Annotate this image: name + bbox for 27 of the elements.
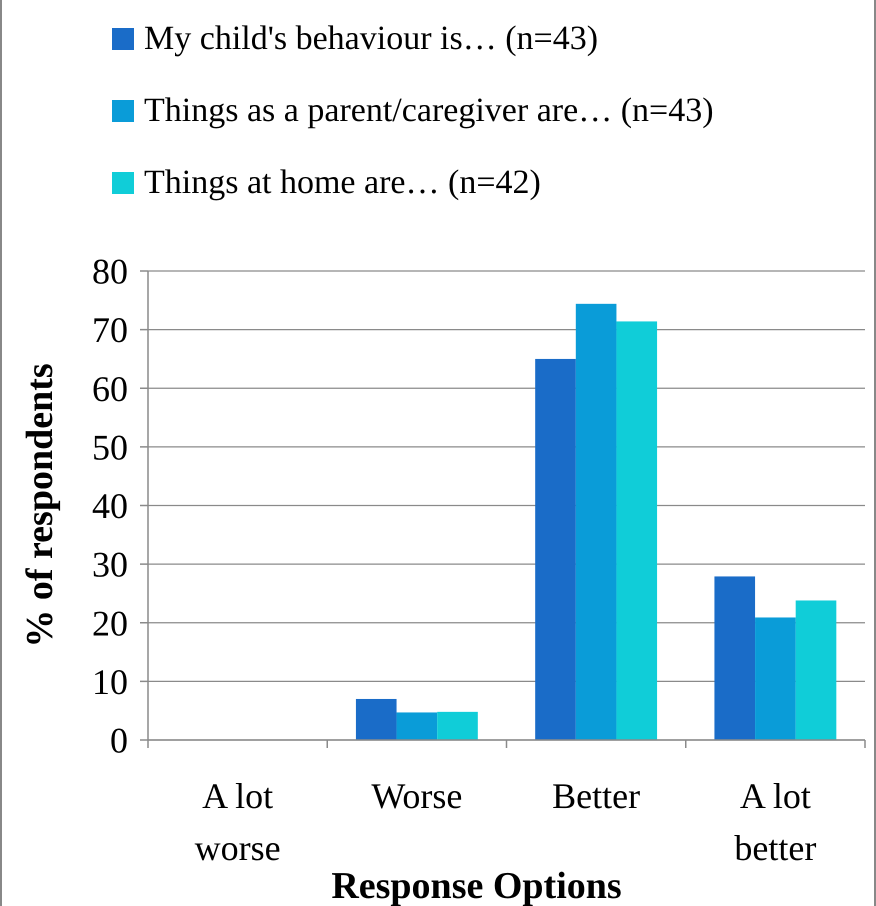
bar: [356, 698, 397, 740]
bar: [796, 600, 836, 740]
x-tick-label: A lot worse: [194, 776, 281, 868]
bar: [576, 304, 616, 740]
y-tick-label: 20: [92, 603, 128, 644]
y-tick-label: 0: [110, 720, 128, 761]
x-tick-label: A lot better: [734, 776, 816, 868]
legend-label: My child's behaviour is… (n=43): [144, 20, 598, 57]
bar: [437, 712, 478, 740]
x-tick-label: Worse: [371, 776, 462, 816]
bar: [755, 617, 796, 740]
bar: [616, 321, 658, 740]
x-tick-label: Better: [552, 776, 640, 816]
y-tick-label: 30: [92, 544, 128, 585]
y-tick-label: 60: [92, 368, 128, 409]
legend-label: Things at home are… (n=42): [144, 164, 541, 201]
bar: [396, 712, 438, 740]
y-tick-label: 40: [92, 486, 128, 526]
bar: [535, 358, 576, 740]
y-tick-label: 80: [92, 252, 128, 292]
y-tick-label: 50: [92, 427, 128, 468]
y-tick-label: 70: [92, 310, 128, 350]
y-tick-label: 10: [92, 662, 128, 702]
legend-label: Things as a parent/caregiver are… (n=43): [144, 92, 714, 129]
bar: [714, 576, 756, 740]
x-axis-title: Response Options: [331, 865, 622, 906]
y-axis-title: % of respondents: [19, 363, 61, 648]
